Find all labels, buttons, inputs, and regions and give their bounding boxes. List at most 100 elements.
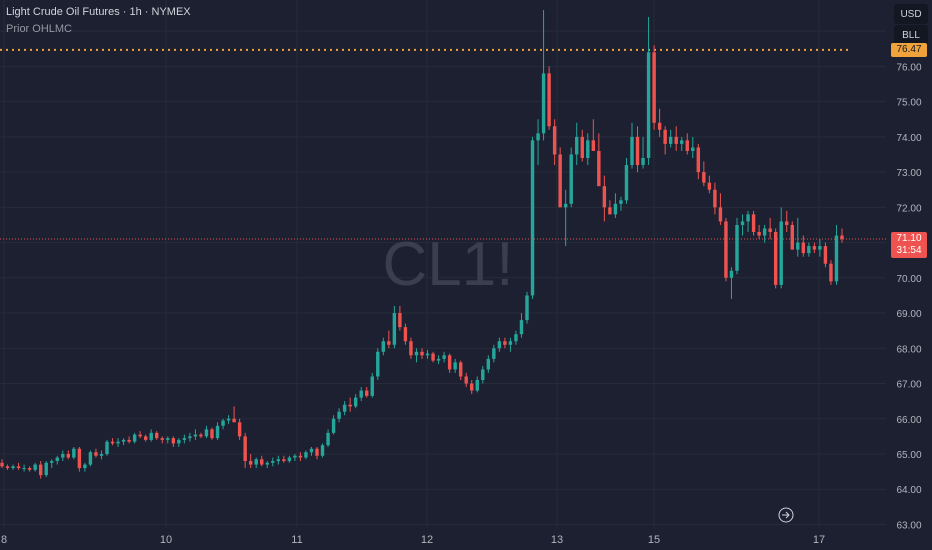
- candle: [387, 330, 391, 349]
- candle-body: [221, 420, 225, 426]
- candle: [575, 122, 579, 166]
- candle-body: [458, 362, 463, 377]
- candle-body: [735, 224, 739, 271]
- candle: [558, 147, 562, 208]
- candle-body: [387, 341, 391, 345]
- candle-body: [613, 203, 618, 215]
- candle-body: [746, 214, 750, 222]
- unit-button[interactable]: BLL: [894, 25, 928, 45]
- goto-realtime-icon[interactable]: [778, 507, 794, 523]
- candle-body: [691, 147, 695, 151]
- candle-body: [392, 313, 397, 345]
- candle: [116, 438, 120, 447]
- y-tick-label: 70.00: [896, 274, 921, 285]
- y-tick-label: 75.00: [896, 98, 921, 109]
- chart-grid: [0, 0, 886, 528]
- candle-body: [514, 334, 518, 342]
- candle-body: [812, 246, 817, 250]
- candle-body: [486, 358, 491, 370]
- candle: [420, 348, 424, 359]
- candle: [641, 136, 645, 169]
- candle: [88, 450, 93, 467]
- candle-body: [287, 457, 292, 462]
- candle: [663, 126, 667, 155]
- candle: [326, 429, 330, 447]
- x-tick-label: 15: [648, 534, 660, 546]
- candle: [27, 466, 32, 472]
- candle: [160, 436, 164, 444]
- alert-price-label: 76.47: [891, 42, 927, 57]
- candle-body: [132, 434, 137, 442]
- candle-body: [110, 441, 115, 444]
- candle: [0, 459, 4, 469]
- candle-body: [751, 214, 756, 232]
- candle-body: [785, 221, 789, 225]
- candle: [801, 235, 806, 257]
- candle: [740, 214, 745, 236]
- candle-body: [155, 432, 159, 439]
- candle: [613, 193, 618, 218]
- candle: [807, 242, 811, 257]
- candle: [166, 436, 170, 444]
- candle-body: [503, 341, 507, 345]
- candle: [33, 462, 37, 472]
- candle-body: [602, 186, 607, 208]
- candle: [61, 450, 65, 462]
- candle-body: [569, 154, 573, 204]
- candle-body: [237, 422, 242, 437]
- candle-body: [22, 468, 26, 470]
- candle: [458, 360, 463, 380]
- candle-body: [464, 376, 468, 384]
- candle-body: [657, 122, 662, 130]
- candle-body: [72, 448, 76, 458]
- candle-body: [630, 136, 634, 166]
- candle: [563, 189, 568, 247]
- candle: [547, 66, 551, 130]
- candle-body: [381, 341, 386, 352]
- candle-body: [331, 418, 336, 433]
- candle-body: [298, 455, 303, 458]
- candle-body: [519, 320, 524, 335]
- candle: [353, 394, 358, 409]
- candle-body: [779, 221, 783, 285]
- candle: [657, 108, 662, 137]
- candle: [735, 217, 739, 275]
- candle: [486, 355, 491, 373]
- currency-button[interactable]: USD: [894, 4, 928, 24]
- candle: [624, 158, 629, 204]
- x-tick-label: 10: [160, 534, 172, 546]
- candle-body: [453, 362, 457, 370]
- candle-body: [624, 165, 629, 201]
- x-tick-label: 17: [813, 534, 825, 546]
- candle-body: [768, 228, 772, 232]
- candle: [298, 452, 303, 462]
- candle: [287, 455, 292, 463]
- candle-body: [83, 464, 87, 469]
- candle: [199, 432, 203, 439]
- candle-body: [204, 429, 209, 437]
- candle: [773, 228, 778, 289]
- candle: [497, 337, 502, 352]
- candle-body: [773, 232, 778, 285]
- x-tick-label: 8: [1, 534, 7, 546]
- candle: [171, 436, 176, 447]
- last-price-value: 71.10: [896, 233, 922, 245]
- candle-body: [702, 172, 706, 183]
- candle-body: [724, 221, 728, 278]
- candle: [55, 455, 59, 465]
- candle: [685, 133, 689, 155]
- candle: [619, 196, 623, 211]
- candle: [768, 217, 772, 240]
- candle-body: [403, 327, 408, 342]
- y-tick-label: 65.00: [896, 450, 921, 461]
- candle: [11, 464, 15, 470]
- candle-body: [254, 459, 258, 465]
- candle-body: [442, 355, 446, 359]
- x-tick-label: 12: [421, 534, 433, 546]
- candle: [525, 291, 529, 324]
- candle: [182, 434, 187, 444]
- candle-body: [44, 462, 48, 476]
- candle: [702, 161, 706, 187]
- candle: [425, 350, 430, 359]
